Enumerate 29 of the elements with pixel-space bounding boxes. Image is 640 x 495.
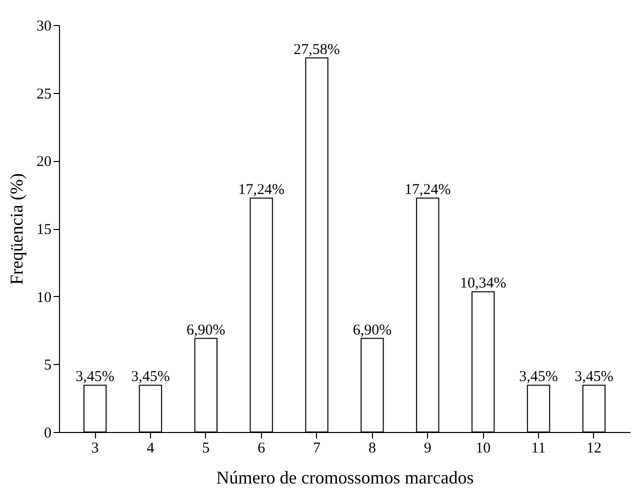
data-label: 3,45% [574,369,614,386]
data-label: 3,45% [131,369,170,386]
x-tick-label: 10 [476,440,491,456]
data-label: 6,90% [186,322,226,338]
x-tick-label: 5 [202,440,210,456]
x-tick-label: 4 [146,440,155,456]
x-tick-label: 6 [258,440,266,456]
x-tick-label: 3 [91,440,99,456]
y-tick-label: 15 [36,222,52,238]
x-tick-label: 9 [424,440,432,456]
data-label: 10,34% [460,276,506,292]
y-tick-label: 20 [36,154,52,170]
data-label: 6,90% [352,322,392,338]
y-tick-label: 25 [36,86,52,102]
y-tick-label: 0 [44,426,52,442]
y-tick-label: 5 [44,358,52,374]
x-tick-label: 7 [313,440,322,456]
data-label: 17,24% [404,182,451,198]
y-tick-label: 10 [36,290,52,306]
x-tick-label: 12 [586,440,602,456]
x-tick-label: 11 [531,440,546,456]
data-label: 3,45% [76,369,114,386]
y-tick-label: 30 [36,18,52,34]
y-axis-title: Freqüencia (%) [6,173,26,285]
x-tick-label: 8 [368,440,376,456]
x-axis-title: Número de cromossomos marcados [216,468,474,488]
data-label: 27,58% [294,42,340,58]
data-label: 17,24% [238,182,284,198]
data-label: 3,45% [519,369,558,386]
